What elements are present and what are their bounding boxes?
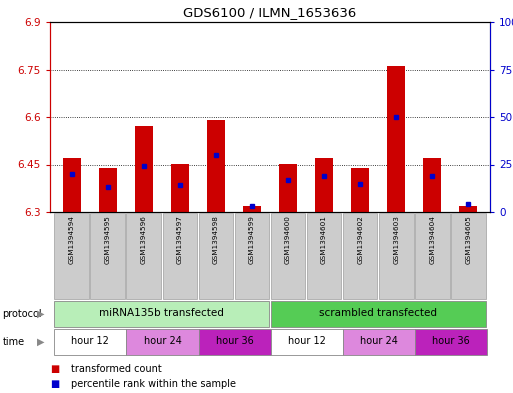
Text: GSM1394596: GSM1394596 xyxy=(141,215,147,264)
Bar xyxy=(279,165,297,212)
Text: GSM1394597: GSM1394597 xyxy=(177,215,183,264)
Text: GSM1394604: GSM1394604 xyxy=(429,215,436,264)
Text: GSM1394599: GSM1394599 xyxy=(249,215,255,264)
FancyBboxPatch shape xyxy=(415,213,449,299)
FancyBboxPatch shape xyxy=(451,213,486,299)
Bar xyxy=(207,120,225,212)
Text: GSM1394600: GSM1394600 xyxy=(285,215,291,264)
Text: scrambled transfected: scrambled transfected xyxy=(319,309,437,318)
FancyBboxPatch shape xyxy=(271,329,343,354)
Text: GSM1394601: GSM1394601 xyxy=(321,215,327,264)
Text: GSM1394603: GSM1394603 xyxy=(393,215,399,264)
Text: hour 24: hour 24 xyxy=(144,336,182,347)
FancyBboxPatch shape xyxy=(199,213,233,299)
FancyBboxPatch shape xyxy=(127,213,161,299)
Bar xyxy=(98,168,117,212)
FancyBboxPatch shape xyxy=(234,213,269,299)
Text: GSM1394598: GSM1394598 xyxy=(213,215,219,264)
FancyBboxPatch shape xyxy=(90,213,125,299)
FancyBboxPatch shape xyxy=(54,213,89,299)
Bar xyxy=(351,168,369,212)
FancyBboxPatch shape xyxy=(199,329,271,354)
FancyBboxPatch shape xyxy=(54,329,127,354)
Bar xyxy=(459,206,478,212)
Text: GSM1394602: GSM1394602 xyxy=(357,215,363,264)
Bar xyxy=(63,158,81,212)
FancyBboxPatch shape xyxy=(163,213,197,299)
FancyBboxPatch shape xyxy=(271,213,305,299)
FancyBboxPatch shape xyxy=(271,301,486,327)
Text: hour 36: hour 36 xyxy=(432,336,470,347)
Bar xyxy=(387,66,405,212)
Text: time: time xyxy=(3,337,25,347)
FancyBboxPatch shape xyxy=(379,213,413,299)
Text: hour 12: hour 12 xyxy=(71,336,109,347)
Text: hour 12: hour 12 xyxy=(288,336,326,347)
Text: transformed count: transformed count xyxy=(70,364,161,374)
Text: miRNA135b transfected: miRNA135b transfected xyxy=(100,309,224,318)
Text: GSM1394605: GSM1394605 xyxy=(465,215,471,264)
FancyBboxPatch shape xyxy=(307,213,342,299)
Bar xyxy=(315,158,333,212)
Text: ▶: ▶ xyxy=(37,309,45,319)
Bar xyxy=(171,165,189,212)
Bar xyxy=(135,127,153,212)
Bar xyxy=(243,206,261,212)
Text: ▶: ▶ xyxy=(37,337,45,347)
Text: protocol: protocol xyxy=(3,309,42,319)
Text: hour 36: hour 36 xyxy=(216,336,253,347)
Text: ■: ■ xyxy=(50,364,59,374)
FancyBboxPatch shape xyxy=(54,301,269,327)
Text: GSM1394595: GSM1394595 xyxy=(105,215,111,264)
Title: GDS6100 / ILMN_1653636: GDS6100 / ILMN_1653636 xyxy=(183,6,357,19)
Text: ■: ■ xyxy=(50,379,59,389)
FancyBboxPatch shape xyxy=(343,329,415,354)
FancyBboxPatch shape xyxy=(415,329,487,354)
Bar xyxy=(423,158,441,212)
FancyBboxPatch shape xyxy=(127,329,199,354)
Text: percentile rank within the sample: percentile rank within the sample xyxy=(70,379,235,389)
Text: GSM1394594: GSM1394594 xyxy=(69,215,74,264)
FancyBboxPatch shape xyxy=(343,213,378,299)
Text: hour 24: hour 24 xyxy=(360,336,398,347)
